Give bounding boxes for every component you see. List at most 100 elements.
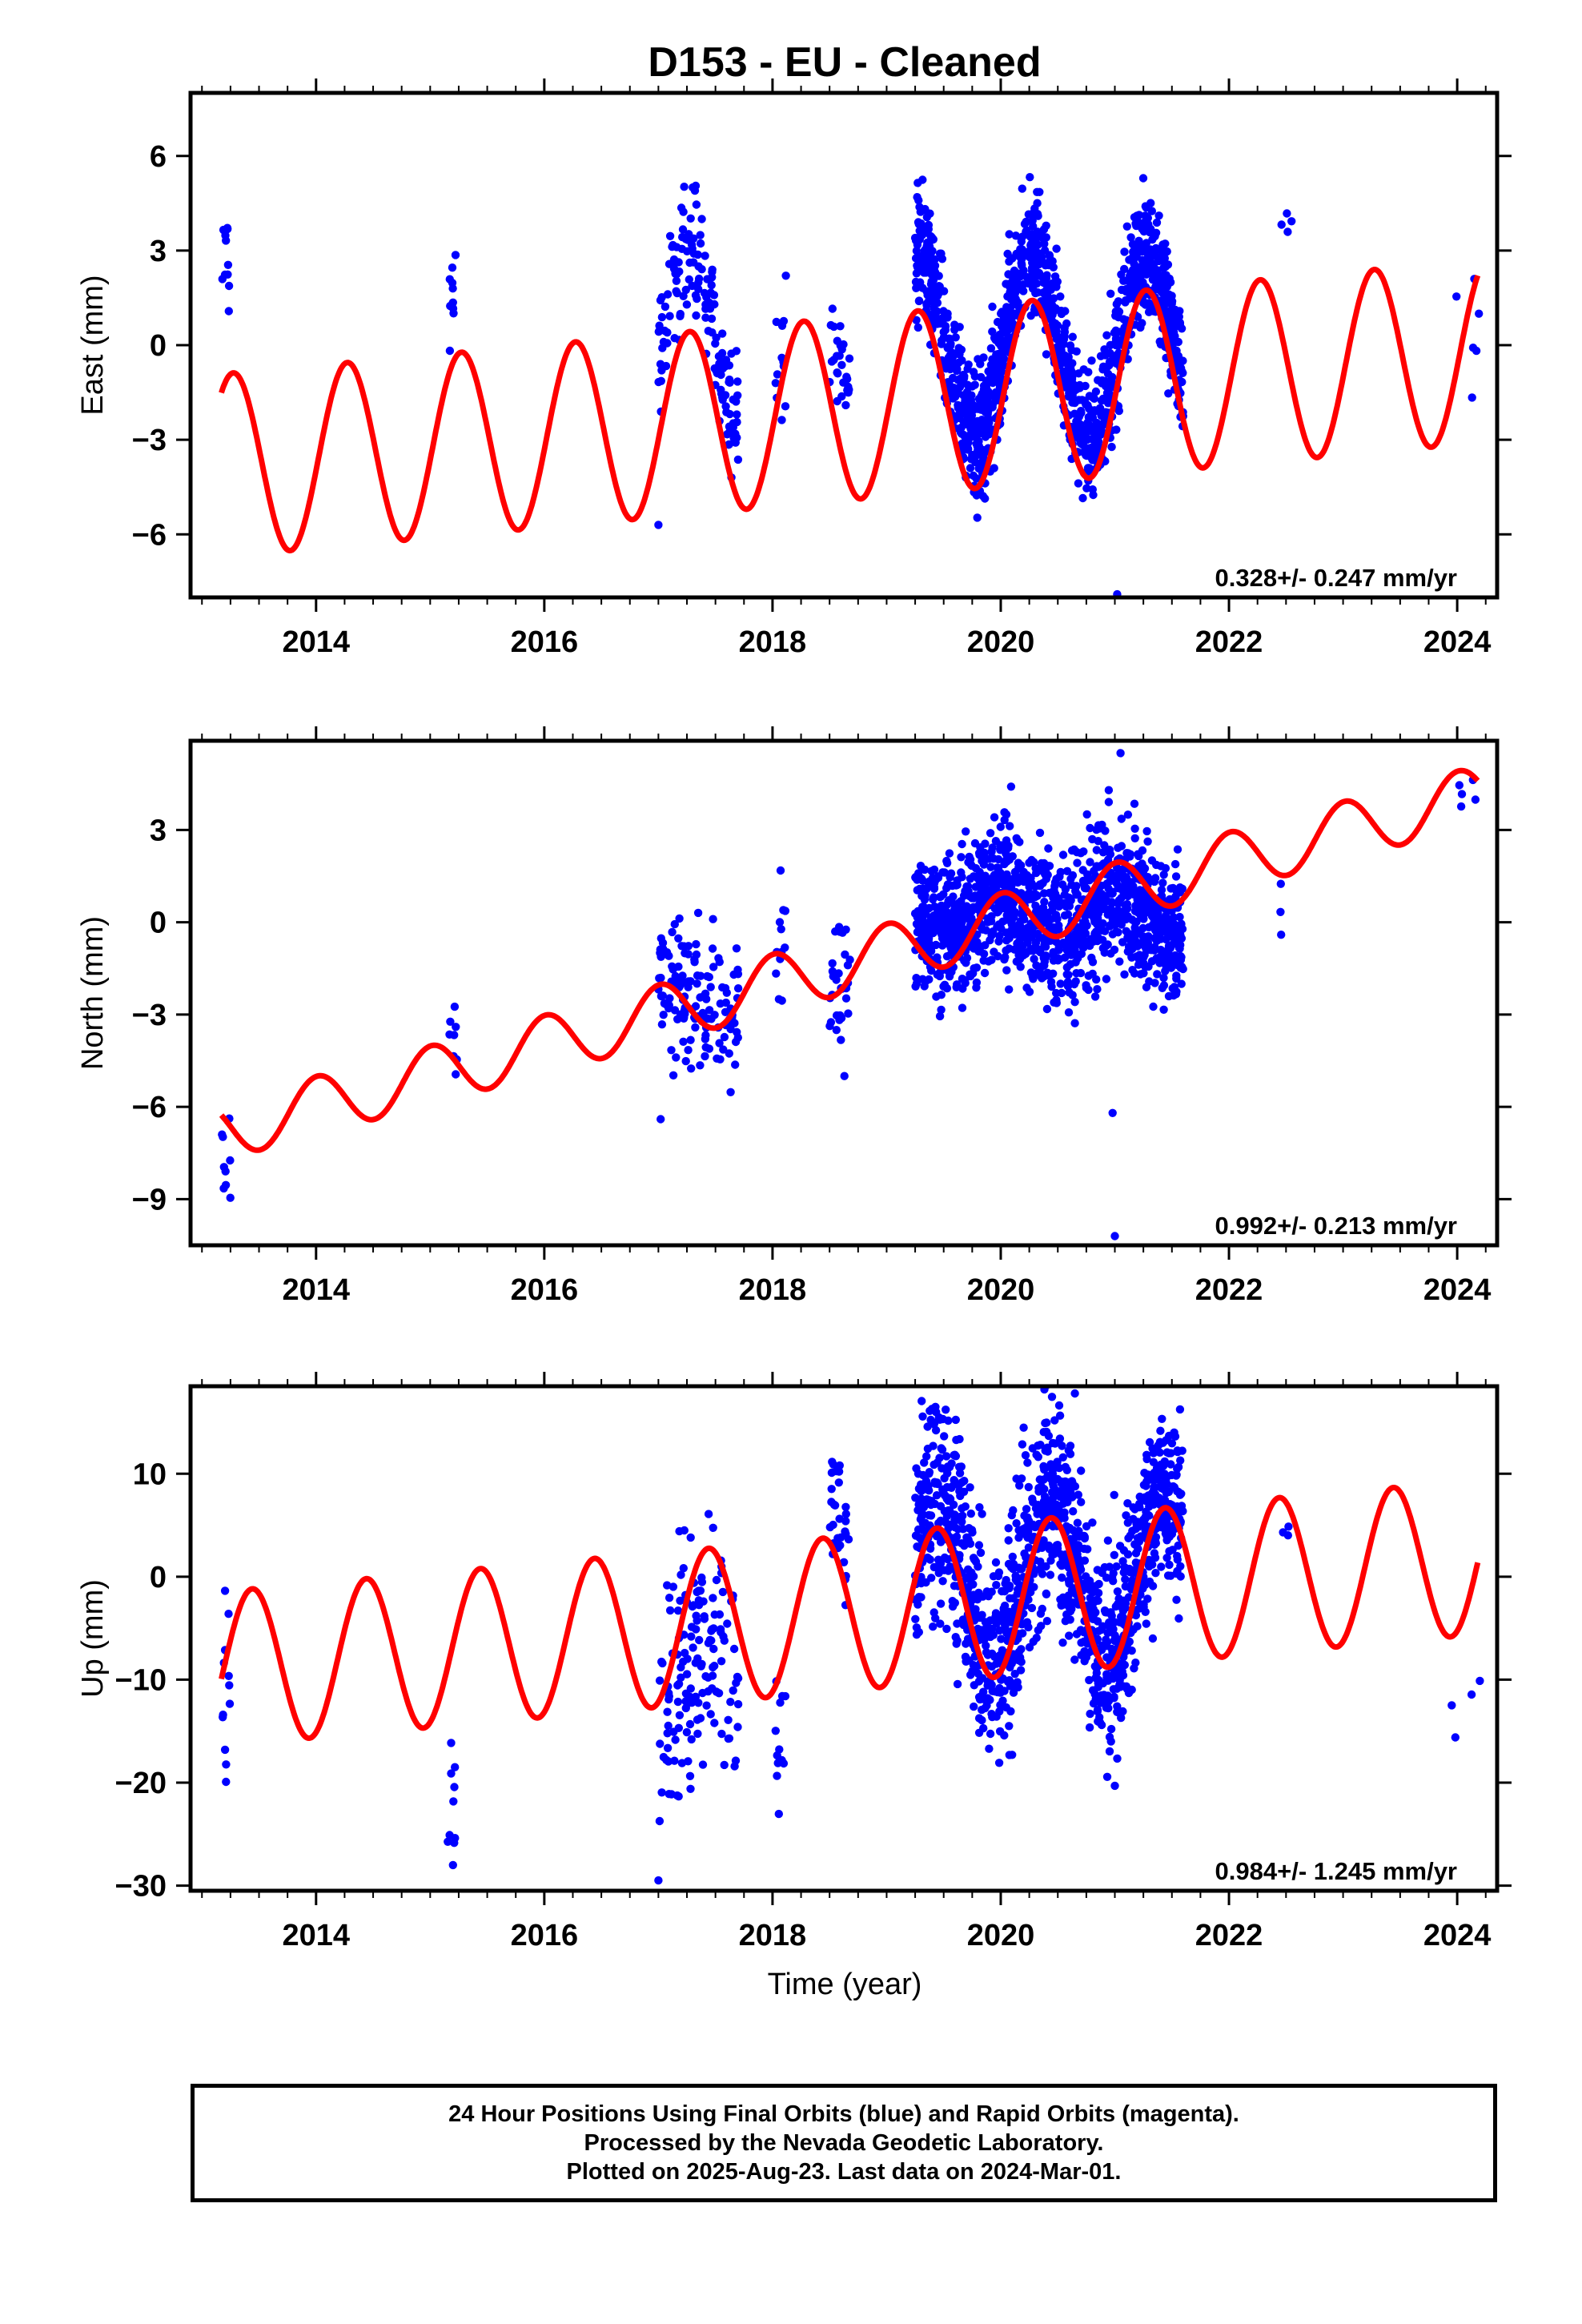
data-point	[690, 955, 699, 964]
data-point	[986, 829, 995, 838]
data-point	[694, 284, 703, 294]
data-point	[1277, 220, 1286, 229]
data-point	[1101, 826, 1110, 835]
data-point	[925, 975, 934, 984]
data-point	[667, 1046, 676, 1055]
data-point	[1105, 1622, 1114, 1630]
data-point	[733, 455, 743, 464]
data-point	[449, 1797, 458, 1806]
data-point	[693, 1729, 702, 1739]
data-point	[1065, 1523, 1074, 1533]
data-point	[1000, 815, 1009, 825]
model-curve	[219, 266, 1481, 554]
data-point	[1045, 921, 1054, 930]
data-point	[1060, 328, 1070, 336]
data-point	[1154, 1440, 1163, 1449]
data-point	[1035, 828, 1045, 838]
x-tick-label: 2018	[739, 1273, 807, 1307]
data-point	[911, 1494, 920, 1502]
data-point	[1036, 1557, 1045, 1566]
data-point	[702, 1701, 711, 1710]
data-point	[218, 1130, 227, 1139]
data-point	[1052, 995, 1061, 1004]
data-point	[1098, 365, 1107, 374]
data-point	[222, 1777, 231, 1787]
data-point	[677, 203, 686, 212]
data-point	[665, 994, 674, 1003]
data-point	[777, 353, 786, 362]
data-point	[717, 1729, 726, 1739]
data-point	[1092, 846, 1102, 854]
data-point	[931, 940, 941, 950]
data-point	[1122, 873, 1131, 882]
data-point	[704, 1510, 713, 1518]
data-point	[920, 982, 929, 991]
data-point	[1106, 922, 1114, 931]
data-point	[683, 1699, 693, 1708]
data-point	[1073, 1518, 1082, 1527]
data-point	[914, 1593, 924, 1602]
data-point	[914, 296, 924, 305]
data-point	[1455, 781, 1464, 790]
data-point	[1116, 884, 1126, 894]
data-point	[731, 1756, 741, 1765]
data-point	[451, 1763, 460, 1771]
data-point	[943, 309, 952, 318]
data-point	[729, 433, 738, 443]
data-point	[710, 300, 719, 309]
data-point	[974, 1541, 984, 1550]
data-point	[447, 1902, 455, 1910]
data-point	[828, 1458, 837, 1466]
data-point	[692, 939, 701, 949]
data-point	[1068, 390, 1077, 400]
data-point	[1136, 911, 1145, 920]
data-point	[665, 1695, 673, 1704]
data-point	[935, 1011, 945, 1021]
data-point	[948, 881, 957, 891]
data-point	[912, 919, 921, 929]
data-point	[663, 328, 672, 337]
data-point	[1279, 1528, 1287, 1537]
data-point	[998, 1586, 1006, 1596]
data-point	[930, 1420, 938, 1429]
data-point	[830, 1501, 840, 1510]
data-point	[952, 366, 962, 376]
data-point	[957, 868, 966, 877]
data-point	[970, 936, 980, 946]
data-point	[1276, 907, 1285, 917]
data-point	[1159, 973, 1168, 983]
data-point	[987, 1587, 996, 1596]
data-point	[1070, 1389, 1079, 1398]
data-point	[978, 1510, 986, 1518]
data-point	[661, 302, 670, 312]
data-point	[978, 925, 987, 934]
data-point	[1283, 209, 1291, 218]
data-point	[724, 1734, 733, 1743]
data-point	[1155, 959, 1164, 967]
data-point	[674, 962, 683, 971]
data-point	[1130, 799, 1139, 808]
data-point	[1051, 937, 1061, 947]
data-point	[1178, 924, 1187, 934]
data-point	[733, 1723, 742, 1731]
data-point	[655, 1816, 665, 1826]
data-point	[450, 1783, 459, 1791]
data-point	[1098, 1622, 1107, 1630]
data-point	[654, 521, 663, 529]
data-point	[775, 918, 785, 927]
data-point	[1123, 810, 1133, 819]
data-point	[1117, 1598, 1126, 1607]
data-point	[777, 925, 785, 934]
data-point	[733, 1672, 742, 1682]
data-point	[663, 1707, 672, 1716]
data-point	[725, 1049, 733, 1058]
data-point	[987, 1624, 997, 1634]
data-point	[1027, 1603, 1037, 1613]
data-point	[1110, 1692, 1118, 1701]
data-point	[987, 1662, 997, 1671]
data-point	[781, 271, 790, 280]
data-point	[445, 275, 454, 283]
data-point	[1113, 1707, 1122, 1716]
data-point	[912, 316, 921, 324]
